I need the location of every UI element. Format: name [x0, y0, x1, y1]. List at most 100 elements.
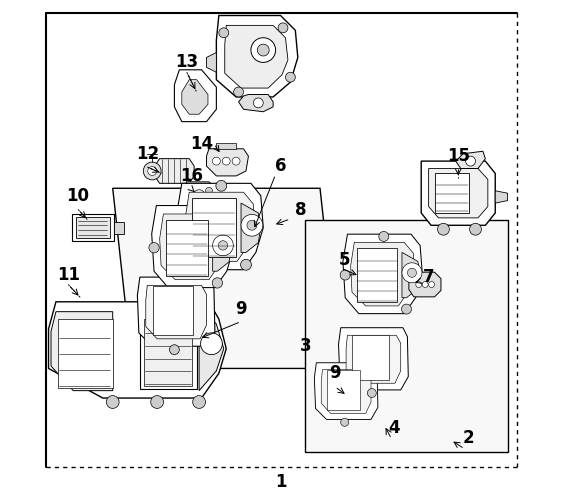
Polygon shape [343, 234, 422, 314]
Circle shape [188, 203, 199, 213]
Circle shape [216, 180, 227, 191]
Circle shape [149, 243, 159, 253]
Bar [58, 319, 113, 388]
Bar [166, 220, 208, 276]
Polygon shape [213, 224, 231, 271]
Bar [216, 143, 236, 149]
Text: 14: 14 [190, 135, 213, 153]
Circle shape [258, 44, 269, 56]
Text: 1: 1 [275, 473, 286, 491]
Bar [352, 335, 389, 380]
Bar [357, 248, 397, 302]
Circle shape [401, 304, 411, 314]
Text: 12: 12 [136, 145, 159, 163]
Polygon shape [409, 272, 441, 297]
Text: 6: 6 [275, 157, 286, 175]
Text: 5: 5 [339, 251, 350, 269]
Circle shape [232, 157, 240, 165]
Circle shape [205, 187, 212, 194]
Polygon shape [138, 277, 215, 346]
Polygon shape [155, 159, 194, 183]
Polygon shape [49, 302, 226, 398]
Text: 4: 4 [388, 419, 400, 437]
Polygon shape [239, 95, 273, 112]
Circle shape [247, 220, 257, 230]
Polygon shape [495, 191, 508, 203]
Circle shape [402, 263, 422, 283]
Bar [72, 214, 114, 241]
Polygon shape [113, 188, 340, 368]
Bar [192, 198, 236, 257]
Circle shape [82, 328, 94, 340]
Circle shape [219, 28, 229, 38]
Polygon shape [314, 363, 378, 419]
Circle shape [192, 396, 205, 408]
Polygon shape [456, 151, 486, 168]
Polygon shape [182, 80, 208, 114]
Polygon shape [185, 192, 255, 261]
Circle shape [193, 190, 205, 201]
Circle shape [466, 156, 475, 166]
Circle shape [151, 396, 164, 408]
Text: 11: 11 [57, 266, 80, 284]
Circle shape [285, 72, 295, 82]
Polygon shape [225, 25, 288, 88]
Circle shape [62, 352, 74, 364]
Circle shape [148, 166, 157, 175]
Circle shape [241, 259, 251, 270]
Polygon shape [146, 286, 207, 339]
Circle shape [82, 352, 94, 364]
Text: 16: 16 [180, 167, 203, 185]
Polygon shape [338, 328, 408, 390]
Polygon shape [152, 205, 234, 288]
Polygon shape [428, 168, 488, 218]
Circle shape [212, 157, 220, 165]
Circle shape [340, 270, 350, 280]
Polygon shape [160, 214, 226, 280]
Polygon shape [51, 312, 113, 391]
Polygon shape [199, 307, 224, 391]
Polygon shape [177, 183, 263, 270]
Text: 15: 15 [447, 147, 470, 165]
Circle shape [100, 352, 112, 364]
Polygon shape [305, 220, 508, 452]
Polygon shape [207, 52, 216, 72]
Circle shape [100, 328, 112, 340]
Circle shape [234, 87, 243, 97]
Circle shape [241, 214, 263, 236]
Circle shape [251, 38, 276, 62]
Circle shape [222, 157, 230, 165]
Text: 13: 13 [175, 53, 198, 71]
Circle shape [278, 23, 288, 33]
Bar [435, 173, 469, 213]
Bar [76, 217, 110, 238]
Polygon shape [346, 335, 401, 383]
Bar [327, 370, 360, 410]
Circle shape [169, 345, 179, 354]
Polygon shape [402, 252, 420, 298]
Bar [140, 315, 196, 389]
Bar [144, 319, 192, 386]
Bar [114, 222, 124, 234]
Text: 9: 9 [235, 300, 247, 318]
Polygon shape [351, 243, 415, 306]
Circle shape [254, 98, 263, 108]
Circle shape [422, 282, 428, 288]
Circle shape [82, 372, 94, 384]
Polygon shape [421, 161, 495, 225]
Circle shape [200, 333, 222, 354]
Circle shape [174, 222, 185, 233]
Circle shape [218, 241, 228, 250]
Text: 9: 9 [329, 364, 341, 382]
Text: 2: 2 [462, 429, 474, 446]
Circle shape [62, 328, 74, 340]
Circle shape [106, 396, 119, 408]
Circle shape [379, 232, 389, 242]
Polygon shape [216, 15, 298, 97]
Circle shape [62, 372, 74, 384]
Bar [153, 286, 193, 335]
Circle shape [428, 282, 435, 288]
Text: 7: 7 [423, 268, 435, 286]
Polygon shape [185, 182, 219, 210]
Polygon shape [207, 149, 248, 176]
